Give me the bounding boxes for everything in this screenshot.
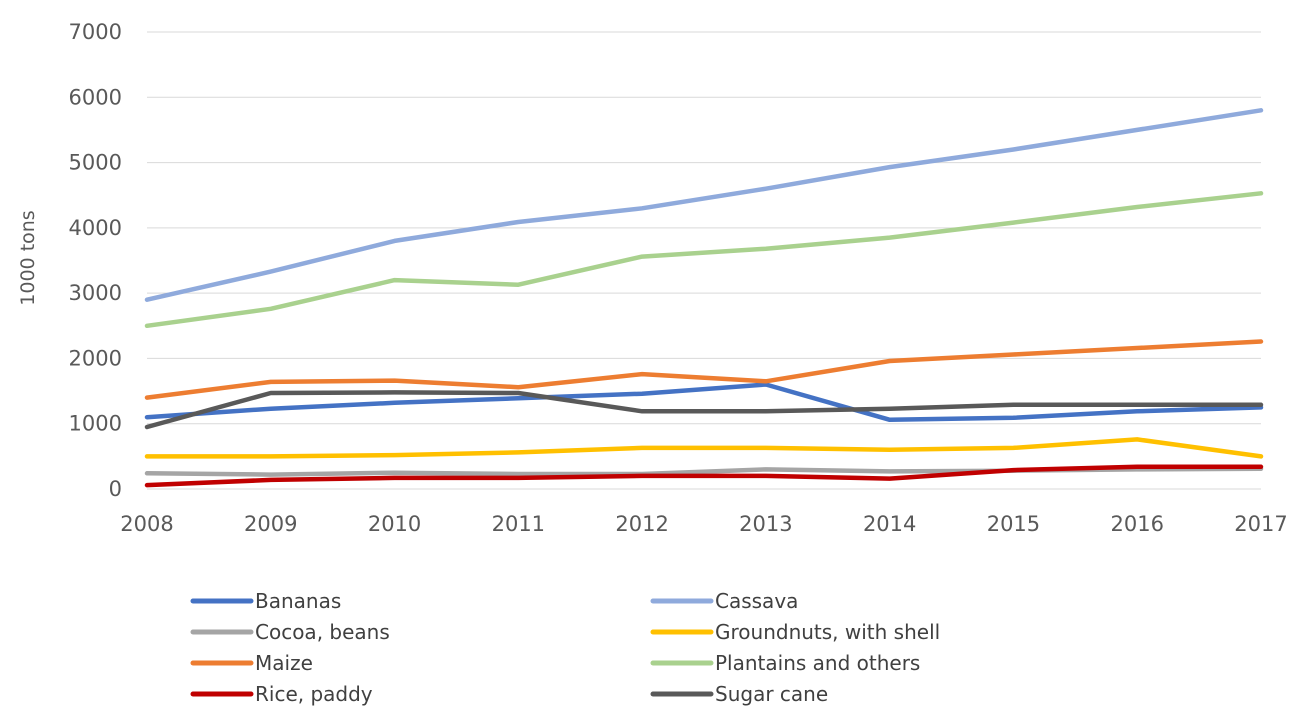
legend-label-sugar-cane: Sugar cane: [715, 682, 828, 706]
series-line-groundnuts-with-shell: [144, 437, 1264, 459]
legend-label-plantains-and-others: Plantains and others: [715, 651, 920, 675]
y-axis-title: 1000 tons: [17, 210, 39, 305]
series-line-cassava: [144, 108, 1264, 302]
y-tick-label: 1000: [69, 412, 122, 436]
x-tick-label: 2014: [863, 512, 916, 536]
x-tick-label: 2008: [120, 512, 173, 536]
x-axis-tick-labels: 2008 2009 2010 2011 2012 2013 2014 2015 2016 2017: [120, 512, 1287, 536]
x-tick-label: 2011: [492, 512, 545, 536]
legend-label-maize: Maize: [255, 651, 313, 675]
series-line-plantains-and-others: [144, 191, 1264, 329]
legend-label-cocoa-beans: Cocoa, beans: [255, 620, 390, 644]
series-line-sugar-cane: [144, 390, 1264, 430]
x-tick-label: 2016: [1110, 512, 1163, 536]
y-tick-label: 0: [109, 477, 122, 501]
y-axis-tick-labels: 0 1000 2000 3000 4000 5000 6000 7000: [69, 20, 122, 501]
series-line-rice-paddy: [144, 464, 1264, 488]
y-tick-label: 2000: [69, 346, 122, 370]
series-line-bananas: [144, 382, 1264, 423]
legend: Bananas Cassava Cocoa, beans Groundnuts, wi…: [190, 589, 940, 706]
x-tick-label: 2013: [739, 512, 792, 536]
x-tick-label: 2009: [244, 512, 297, 536]
series-lines: [144, 108, 1264, 488]
x-tick-label: 2015: [987, 512, 1040, 536]
x-tick-label: 2010: [368, 512, 421, 536]
y-tick-label: 6000: [69, 85, 122, 109]
legend-label-cassava: Cassava: [715, 589, 798, 613]
series-line-maize: [144, 339, 1264, 400]
y-tick-label: 3000: [69, 281, 122, 305]
y-tick-label: 7000: [69, 20, 122, 44]
x-tick-label: 2017: [1234, 512, 1287, 536]
x-tick-label: 2012: [615, 512, 668, 536]
legend-label-rice-paddy: Rice, paddy: [255, 682, 373, 706]
legend-label-bananas: Bananas: [255, 589, 341, 613]
y-tick-label: 4000: [69, 216, 122, 240]
y-tick-label: 5000: [69, 151, 122, 175]
legend-label-groundnuts-with-shell: Groundnuts, with shell: [715, 620, 940, 644]
